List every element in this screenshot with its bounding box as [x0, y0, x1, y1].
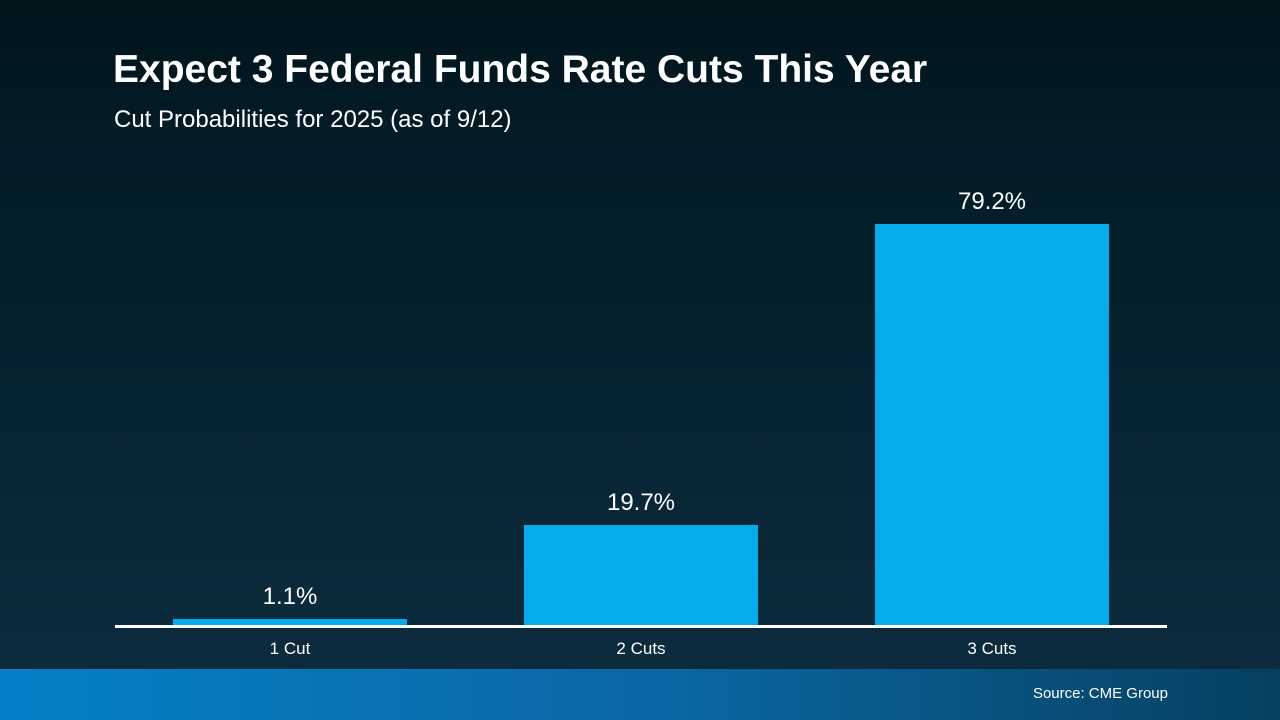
bar-1-cut: [173, 619, 407, 625]
x-axis-line: [115, 625, 1167, 628]
x-axis-tick-label: 3 Cuts: [967, 639, 1017, 658]
page-title: Expect 3 Federal Funds Rate Cuts This Ye…: [113, 48, 928, 91]
x-axis-tick-label: 2 Cuts: [616, 639, 666, 658]
bar-value-label: 79.2%: [957, 188, 1027, 215]
bar-value-label: 1.1%: [262, 583, 318, 610]
x-axis-tick-label: 1 Cut: [269, 639, 311, 658]
bar-value-label: 19.7%: [606, 489, 676, 516]
footer-strip: Source: CME Group: [0, 669, 1280, 720]
source-attribution: Source: CME Group: [1032, 685, 1168, 702]
bar-3-cuts: [875, 224, 1109, 625]
bar-2-cuts: [524, 525, 758, 625]
page-subtitle: Cut Probabilities for 2025 (as of 9/12): [114, 106, 512, 133]
